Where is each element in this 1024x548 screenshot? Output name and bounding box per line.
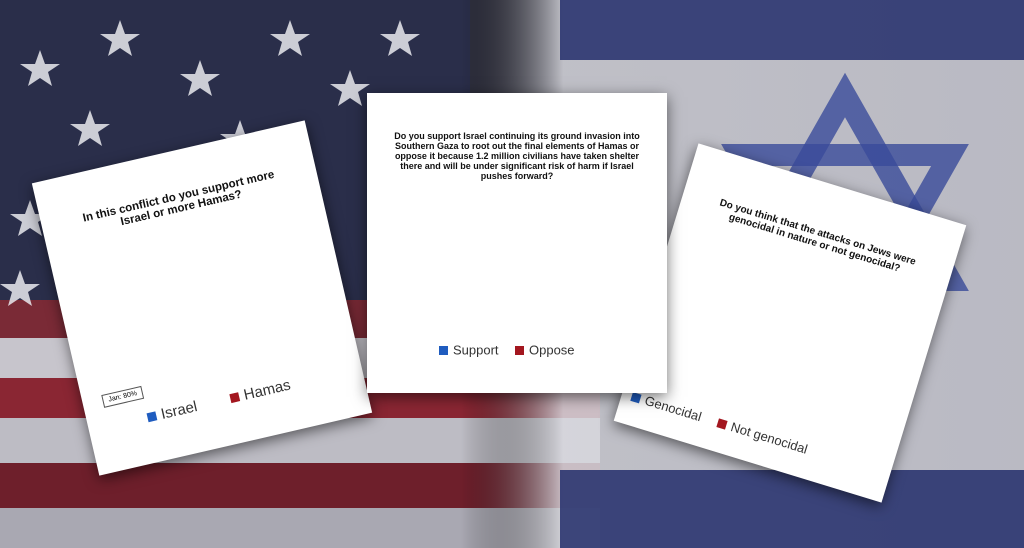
chart-card: In this conflict do you support more Isr… (31, 120, 373, 476)
legend-label: Oppose (529, 342, 575, 357)
data-label: 63% (471, 267, 495, 281)
data-label: 82% (149, 302, 176, 321)
legend-swatch (146, 411, 158, 423)
chart-card: Do you support Israel continuing its gro… (367, 93, 667, 393)
legend-swatch (716, 418, 728, 430)
legend-label: Israel (159, 398, 199, 423)
legend-swatch (630, 392, 642, 404)
pie-chart: 37% 63% Support Oppose (439, 239, 575, 357)
legend-label: Genocidal (643, 393, 703, 424)
legend-label: Not genocidal (729, 419, 810, 457)
data-label: 18% (220, 327, 247, 346)
legend-label: Hamas (242, 377, 292, 404)
legend-swatch (515, 346, 524, 355)
legend-label: Support (453, 342, 499, 357)
data-label: 75% (729, 353, 756, 374)
data-label: 25% (788, 322, 815, 343)
data-label: 37% (535, 239, 559, 253)
chart-title: Do you support Israel continuing its gro… (394, 131, 640, 181)
legend-swatch (439, 346, 448, 355)
pie-chart: 25% 75% Genocidal Not genocidal (630, 322, 815, 457)
chart-card: Do you think that the attacks on Jews we… (613, 143, 967, 503)
pie-chart: 18% 82% Israel Hamas (146, 302, 292, 423)
legend-swatch (229, 392, 241, 404)
